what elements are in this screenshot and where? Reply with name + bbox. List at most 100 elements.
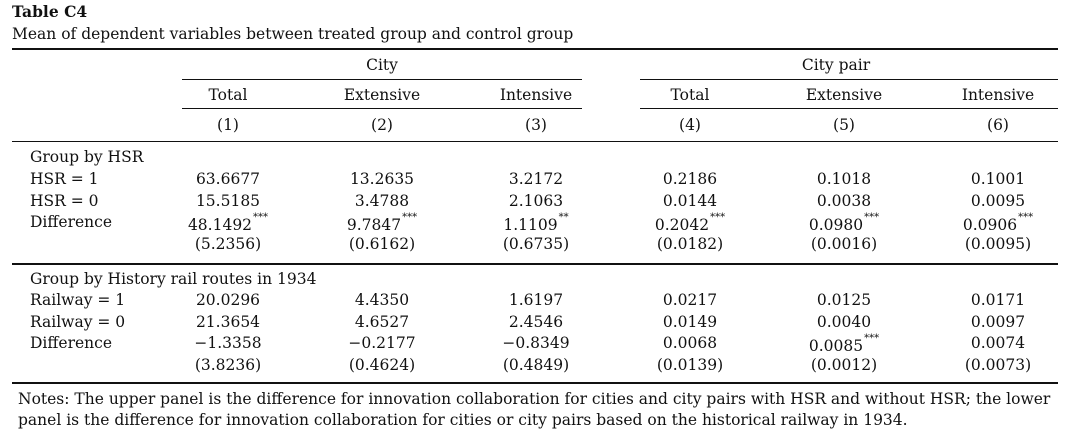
city-pair-columns-rule bbox=[640, 108, 1058, 109]
table-cell: 48.1492*** bbox=[187, 212, 269, 235]
cell-value: 0.1018 bbox=[816, 170, 872, 188]
group-header-city-pair: City pair bbox=[801, 56, 871, 74]
city-pair-group-rule bbox=[640, 79, 1058, 80]
column-number: (6) bbox=[987, 116, 1009, 134]
cell-value: 20.0296 bbox=[195, 291, 261, 309]
table-cell: 0.2186 bbox=[663, 170, 717, 188]
cell-value: 0.0144 bbox=[662, 191, 718, 210]
table-cell: 0.1018 bbox=[817, 170, 871, 188]
cell-value: 4.6527 bbox=[354, 312, 410, 331]
table-cell: 2.1063 bbox=[509, 192, 563, 210]
table-cell: 1.6197 bbox=[509, 291, 563, 309]
significance-stars: *** bbox=[864, 212, 880, 223]
table-cell: (0.4624) bbox=[349, 356, 415, 374]
cell-value: (0.4624) bbox=[348, 355, 416, 374]
cell-value: 3.4788 bbox=[354, 191, 410, 210]
cell-value: 0.0085 bbox=[808, 337, 864, 356]
bottom-rule bbox=[12, 382, 1058, 384]
row-label: HSR = 1 bbox=[30, 170, 99, 188]
top-rule bbox=[12, 48, 1058, 50]
column-number: (2) bbox=[371, 116, 393, 134]
table-cell: 0.1001 bbox=[971, 170, 1025, 188]
cell-value: (0.0012) bbox=[810, 355, 878, 374]
table-cell: 21.3654 bbox=[196, 313, 260, 331]
cell-value: (3.8236) bbox=[194, 355, 262, 374]
city-columns-rule bbox=[182, 108, 582, 109]
panel-railway-label: Group by History rail routes in 1934 bbox=[30, 270, 317, 288]
cell-value: 15.5185 bbox=[195, 191, 261, 210]
row-label: Difference bbox=[30, 213, 112, 231]
cell-value: (0.6735) bbox=[502, 234, 570, 253]
significance-stars: *** bbox=[253, 212, 269, 223]
column-number: (3) bbox=[525, 116, 547, 134]
cell-value: 4.4350 bbox=[354, 291, 410, 309]
table-cell: 0.0095 bbox=[971, 192, 1025, 210]
cell-value: 0.0068 bbox=[662, 334, 718, 352]
table-subtitle: Mean of dependent variables between trea… bbox=[12, 25, 574, 43]
table-cell: 0.0980*** bbox=[808, 212, 880, 235]
cell-value: 0.1001 bbox=[970, 170, 1026, 188]
column-header: Extensive bbox=[343, 86, 421, 104]
table-cell: 4.6527 bbox=[355, 313, 409, 331]
column-header: Intensive bbox=[499, 86, 573, 104]
cell-value: 0.0097 bbox=[970, 312, 1026, 331]
cell-value: 21.3654 bbox=[195, 312, 261, 331]
cell-value: 0.0038 bbox=[816, 191, 872, 210]
column-header: Total bbox=[208, 86, 248, 104]
table-cell: 63.6677 bbox=[196, 170, 260, 188]
table-cell: (0.0016) bbox=[811, 235, 877, 253]
column-number: (1) bbox=[217, 116, 239, 134]
cell-value: 0.0980 bbox=[808, 216, 864, 235]
column-number: (5) bbox=[833, 116, 855, 134]
cell-value: 48.1492 bbox=[187, 216, 253, 235]
table-cell: (0.0095) bbox=[965, 235, 1031, 253]
table-cell: (3.8236) bbox=[195, 356, 261, 374]
group-header-city: City bbox=[366, 56, 398, 74]
cell-value: 0.0125 bbox=[816, 291, 872, 309]
cell-value: (0.6162) bbox=[348, 234, 416, 253]
table-cell: (0.6735) bbox=[503, 235, 569, 253]
cell-value: (5.2356) bbox=[194, 234, 262, 253]
table-cell: 0.0144 bbox=[663, 192, 717, 210]
cell-value: 0.0074 bbox=[970, 334, 1026, 352]
row-label: HSR = 0 bbox=[30, 191, 99, 210]
table-cell: 0.0085*** bbox=[808, 333, 880, 356]
table-cell: 0.0038 bbox=[817, 192, 871, 210]
cell-value: 0.0171 bbox=[970, 291, 1026, 309]
table-cell: 0.2042*** bbox=[655, 212, 725, 234]
cell-value: (0.4849) bbox=[502, 355, 570, 374]
table-cell: −1.3358 bbox=[194, 334, 261, 352]
column-header: Total bbox=[670, 86, 710, 104]
table-cell: (0.6162) bbox=[349, 235, 415, 253]
table-cell: 4.4350 bbox=[355, 291, 409, 309]
table-cell: 0.0149 bbox=[663, 313, 717, 331]
cell-value: 63.6677 bbox=[195, 170, 261, 188]
table-cell: 3.2172 bbox=[509, 170, 563, 188]
table-cell: 1.1109** bbox=[503, 212, 568, 235]
table-cell: 0.0217 bbox=[663, 291, 717, 309]
cell-value: 2.1063 bbox=[508, 191, 564, 210]
column-header: Extensive bbox=[805, 86, 883, 104]
panel-hsr-label: Group by HSR bbox=[30, 148, 144, 166]
cell-value: −1.3358 bbox=[194, 334, 262, 352]
cell-value: −0.8349 bbox=[502, 334, 570, 352]
table-cell: (0.0139) bbox=[657, 356, 723, 374]
table-cell: −0.8349 bbox=[502, 334, 569, 352]
table-cell: 3.4788 bbox=[355, 192, 409, 210]
table-cell: 0.0171 bbox=[971, 291, 1025, 309]
table-cell: (0.0182) bbox=[657, 235, 723, 253]
table-cell: 0.0040 bbox=[817, 313, 871, 331]
significance-stars: *** bbox=[402, 212, 418, 223]
table-cell: (0.0073) bbox=[965, 356, 1031, 374]
cell-value: 0.2186 bbox=[662, 170, 718, 188]
city-group-rule bbox=[182, 79, 582, 80]
cell-value: 1.1109 bbox=[503, 216, 558, 235]
significance-stars: *** bbox=[864, 333, 880, 344]
cell-value: (0.0139) bbox=[656, 355, 724, 374]
cell-value: 0.0217 bbox=[662, 291, 718, 309]
table-cell: 9.7847*** bbox=[347, 212, 418, 234]
cell-value: 0.0040 bbox=[816, 312, 872, 331]
column-header: Intensive bbox=[961, 86, 1035, 104]
table-cell: (5.2356) bbox=[195, 235, 261, 253]
table-cell: (0.4849) bbox=[503, 356, 569, 374]
